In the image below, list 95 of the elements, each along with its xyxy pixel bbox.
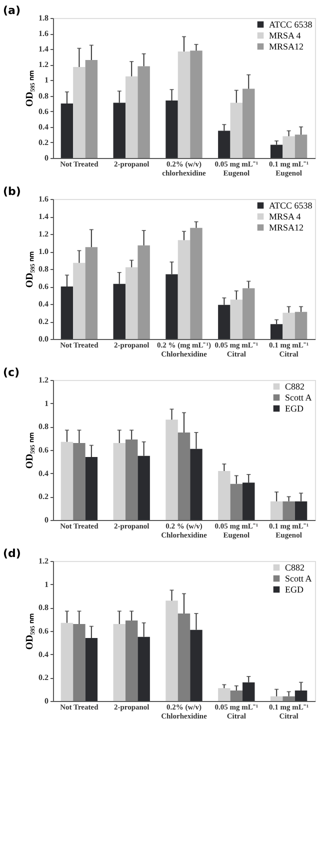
bar <box>230 690 243 701</box>
chart-title: (a) <box>3 4 20 17</box>
y-tick-label: 0.4 <box>38 300 48 308</box>
y-tick-label: 0.6 <box>38 626 48 636</box>
y-tick-label: 0.8 <box>38 264 48 274</box>
chart-title: (b) <box>3 185 21 198</box>
legend-label: C882 <box>285 382 305 392</box>
bar <box>178 240 190 339</box>
legend-label: EGD <box>285 584 304 594</box>
legend-label: ATCC 6538 <box>269 20 313 30</box>
legend-label: MRSA 4 <box>269 212 302 222</box>
bar <box>178 614 190 701</box>
bar <box>166 600 178 701</box>
y-tick-label: 0.6 <box>38 106 48 116</box>
bar <box>282 696 295 701</box>
legend-label: C882 <box>285 562 305 572</box>
legend-label: MRSA12 <box>269 222 304 232</box>
bar <box>282 136 295 158</box>
y-tick-label: 1.0 <box>38 247 48 256</box>
y-axis-title: OD₅₉₅ ₙₘ <box>24 251 36 288</box>
y-tick-label: 1 <box>44 398 48 408</box>
bar <box>282 501 295 520</box>
legend-label: ATCC 6538 <box>269 200 313 210</box>
y-tick-label: 1.2 <box>38 230 48 238</box>
y-tick-label: 1.6 <box>38 194 48 204</box>
bar <box>138 245 150 339</box>
y-tick-label: 0.6 <box>38 282 48 291</box>
bar <box>242 88 255 158</box>
y-axis-title: OD₅₉₅ ₙₘ <box>24 613 36 650</box>
y-tick-label: 0.2 <box>38 492 48 502</box>
bar <box>294 312 308 339</box>
y-tick-label: 0.8 <box>38 603 48 612</box>
bar <box>218 471 230 520</box>
bar <box>218 688 230 701</box>
y-tick-label: 1.2 <box>38 60 48 70</box>
bar <box>125 620 138 701</box>
legend-label: Scott A <box>285 392 312 402</box>
y-tick-label: 1 <box>44 580 48 589</box>
bar <box>178 51 190 158</box>
y-axis-title: OD₅₉₅ ₙₘ <box>24 70 36 107</box>
bar <box>178 432 190 520</box>
y-tick-label: 1.6 <box>38 29 48 38</box>
bar <box>125 267 138 339</box>
bar <box>60 442 74 520</box>
bar <box>270 324 283 339</box>
bar <box>230 484 243 520</box>
bar <box>294 134 308 158</box>
y-tick-label: 0 <box>44 696 48 706</box>
y-tick-label: 1.2 <box>38 376 48 384</box>
y-tick-label: 1.8 <box>38 14 48 22</box>
bar <box>85 247 98 339</box>
y-tick-label: 1.2 <box>38 556 48 566</box>
legend-label: MRSA 4 <box>269 30 302 40</box>
bar <box>73 624 86 701</box>
bar <box>230 102 243 158</box>
y-tick-label: 0.8 <box>38 422 48 432</box>
y-tick-label: 0.2 <box>38 317 48 326</box>
legend-label: MRSA12 <box>269 42 304 52</box>
y-tick-label: 1 <box>44 76 48 85</box>
bar <box>242 288 255 339</box>
bar <box>60 622 74 701</box>
y-tick-label: 0.4 <box>38 468 48 478</box>
bar <box>270 144 283 158</box>
legend-label: EGD <box>285 404 304 414</box>
bar <box>73 67 86 158</box>
y-tick-label: 0.2 <box>38 673 48 682</box>
chart-title: (d) <box>3 547 21 560</box>
y-tick-label: 1.4 <box>38 212 48 221</box>
bar <box>113 443 126 520</box>
bar <box>138 66 150 158</box>
y-tick-label: 0.6 <box>38 446 48 454</box>
bar <box>125 440 138 520</box>
bar <box>113 624 126 701</box>
y-tick-label: 0.4 <box>38 122 48 132</box>
bar <box>230 300 243 339</box>
y-tick-label: 0.8 <box>38 91 48 100</box>
bar <box>73 262 86 339</box>
y-tick-label: 1.4 <box>38 44 48 54</box>
y-tick-label: 0.0 <box>38 334 48 344</box>
bar <box>73 443 86 520</box>
y-tick-label: 0 <box>44 516 48 524</box>
chart-title: (c) <box>3 366 20 379</box>
bar <box>190 228 202 339</box>
bar <box>270 696 283 701</box>
bar <box>166 420 178 520</box>
y-tick-label: 0.2 <box>38 138 48 147</box>
bar <box>270 501 283 520</box>
bar <box>282 312 295 339</box>
bar <box>190 50 202 158</box>
y-tick-label: 0.4 <box>38 650 48 659</box>
bar <box>85 60 98 158</box>
y-axis-title: OD₅₉₅ ₙₘ <box>24 432 36 469</box>
legend-label: Scott A <box>285 574 312 584</box>
y-tick-label: 0 <box>44 154 48 162</box>
bar <box>125 76 138 158</box>
